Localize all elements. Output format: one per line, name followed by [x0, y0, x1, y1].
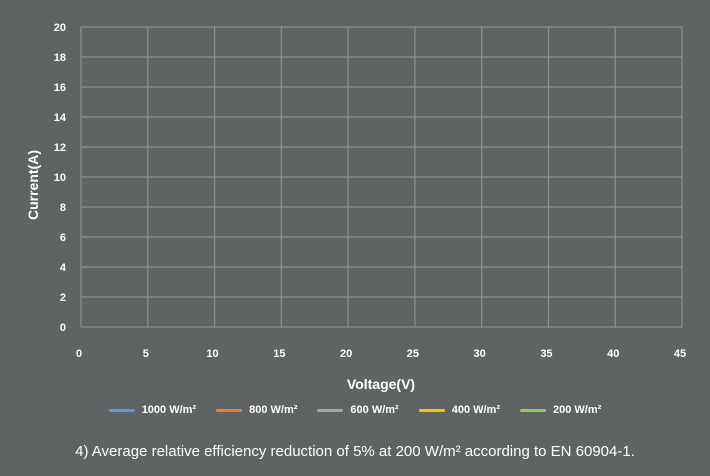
legend-label: 200 W/m²	[553, 404, 601, 416]
x-tick-label: 25	[407, 348, 419, 360]
chart-legend: 1000 W/m² 800 W/m² 600 W/m² 400 W/m² 200 W/m…	[0, 404, 710, 416]
y-tick-label: 20	[54, 22, 66, 34]
x-tick-label: 30	[474, 348, 486, 360]
y-tick-label: 12	[54, 142, 66, 154]
legend-label: 800 W/m²	[249, 404, 297, 416]
legend-item: 1000 W/m²	[109, 404, 196, 416]
x-tick-label: 5	[143, 348, 149, 360]
y-tick-label: 8	[60, 202, 66, 214]
legend-swatch	[216, 409, 242, 412]
legend-item: 200 W/m²	[520, 404, 601, 416]
x-tick-label: 35	[540, 348, 552, 360]
x-tick-label: 40	[607, 348, 619, 360]
legend-swatch	[317, 409, 343, 412]
chart-grid	[81, 27, 682, 327]
legend-swatch	[419, 409, 445, 412]
legend-item: 800 W/m²	[216, 404, 297, 416]
y-tick-label: 4	[60, 262, 67, 274]
y-tick-label: 14	[54, 112, 67, 124]
legend-label: 600 W/m²	[350, 404, 398, 416]
y-axis-title: Current(A)	[25, 150, 41, 220]
x-tick-label: 10	[206, 348, 218, 360]
y-tick-label: 16	[54, 82, 66, 94]
x-tick-label: 0	[76, 348, 82, 360]
iv-curve-chart: 0 5 10 15 20 25 30 35 40 45 0 2 4 6 8 10 12 14 16 18 20 Vol…	[0, 0, 710, 400]
legend-label: 400 W/m²	[452, 404, 500, 416]
y-tick-label: 0	[60, 322, 66, 334]
footnote: 4) Average relative efficiency reduction…	[0, 443, 710, 460]
y-axis-ticks: 0 2 4 6 8 10 12 14 16 18 20	[54, 22, 67, 334]
legend-swatch	[109, 409, 135, 412]
y-tick-label: 2	[60, 292, 66, 304]
x-axis-ticks: 0 5 10 15 20 25 30 35 40 45	[76, 348, 686, 360]
x-axis-title: Voltage(V)	[347, 376, 415, 392]
legend-item: 400 W/m²	[419, 404, 500, 416]
legend-item: 600 W/m²	[317, 404, 398, 416]
x-tick-label: 20	[340, 348, 352, 360]
legend-swatch	[520, 409, 546, 412]
legend-label: 1000 W/m²	[142, 404, 196, 416]
x-tick-label: 15	[273, 348, 285, 360]
y-tick-label: 6	[60, 232, 66, 244]
y-tick-label: 18	[54, 52, 66, 64]
x-tick-label: 45	[674, 348, 686, 360]
y-tick-label: 10	[54, 172, 66, 184]
